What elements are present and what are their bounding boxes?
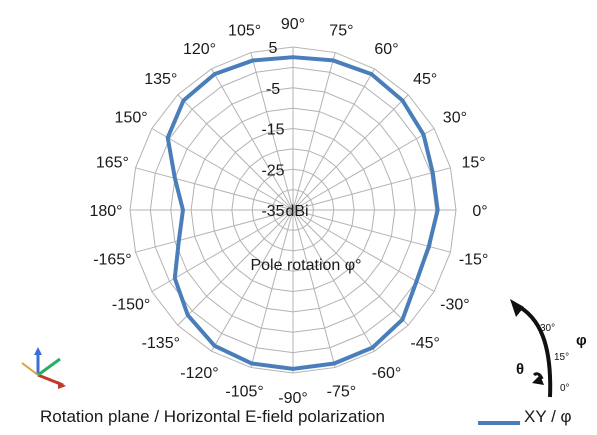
angle-tick-label: 0° [472, 203, 487, 220]
grid-spoke [211, 68, 294, 211]
data-point [401, 99, 404, 102]
data-point [427, 244, 431, 248]
data-point [173, 176, 177, 180]
data-point [251, 58, 255, 62]
angle-tick-label: -165° [93, 251, 131, 268]
data-point [250, 362, 254, 366]
radial-tick-label: 5 [269, 40, 278, 57]
grid-spoke [250, 52, 294, 211]
phi-label: φ [576, 332, 587, 349]
angle-tick-label: -105° [225, 384, 263, 401]
angle-tick-label: -90° [278, 390, 308, 407]
grid-spoke [135, 167, 294, 211]
angle-tick-label: -45° [410, 335, 440, 352]
angle-tick-label: 150° [115, 110, 148, 127]
grid-spoke [177, 94, 294, 211]
data-point [415, 279, 419, 283]
angle-tick-label: -60° [372, 365, 402, 382]
grid-spoke [292, 209, 409, 326]
angle-tick-label: 45° [413, 71, 437, 88]
grid-spoke [151, 209, 294, 292]
angle-tick-label: 120° [183, 41, 216, 58]
data-point [331, 58, 335, 62]
angle-tick-label: -120° [180, 365, 218, 382]
data-point [177, 239, 181, 243]
grid-spoke [292, 94, 409, 211]
angle-tick-label: 165° [96, 155, 129, 172]
data-point [401, 318, 404, 321]
angle-tick-label: 90° [281, 16, 305, 33]
rotation-inset: θ φ 30° 15° 0° [510, 299, 587, 398]
data-point [422, 133, 426, 137]
grid-spoke [177, 209, 294, 326]
radial-tick-label: -5 [266, 81, 280, 98]
inset-tick-15: 15° [554, 352, 569, 363]
angle-tick-label: -135° [142, 335, 180, 352]
axes-orientation-icon [21, 347, 66, 389]
theta-label: θ [516, 361, 524, 378]
angle-tick-label: -150° [112, 297, 150, 314]
data-point [291, 55, 295, 59]
data-point [370, 346, 374, 350]
data-point [213, 344, 217, 348]
grid-spoke [292, 52, 336, 211]
angle-tick-label: 60° [374, 41, 398, 58]
angle-tick-label: 15° [461, 155, 485, 172]
radial-tick-label: -25 [261, 162, 284, 179]
grid-spoke [292, 128, 435, 211]
data-point [436, 208, 440, 212]
grid-spoke [292, 209, 435, 292]
angle-tick-label: -75° [327, 384, 357, 401]
grid-spoke [250, 209, 294, 368]
unit-label: dBi [285, 203, 308, 220]
grid-spoke [292, 167, 451, 211]
series-layer [165, 55, 440, 371]
data-point [369, 72, 373, 76]
grid-spoke [151, 128, 294, 211]
data-point [186, 313, 190, 317]
radial-tick-labels: 5 -5 -15 -25 -35 [261, 40, 284, 220]
data-point [181, 208, 185, 212]
radial-tick-label: -15 [261, 122, 284, 139]
data-point [213, 72, 217, 76]
grid-spoke [292, 68, 375, 211]
angle-tick-label: 30° [443, 110, 467, 127]
data-point [332, 362, 336, 366]
data-point [431, 171, 435, 175]
angle-tick-label: -15° [459, 251, 489, 268]
angle-tick-label: 105° [228, 22, 261, 39]
grid-spoke [292, 209, 375, 352]
grid-spoke [292, 209, 336, 368]
angle-tick-label: 75° [329, 22, 353, 39]
grid-spoke [292, 209, 451, 253]
inset-tick-30: 30° [540, 323, 555, 334]
grid-spoke [211, 209, 294, 352]
legend-label: XY / φ [524, 407, 572, 426]
angle-tick-label: 180° [89, 203, 122, 220]
angle-tick-label: 135° [144, 71, 177, 88]
plane-caption: Rotation plane / Horizontal E-field pola… [40, 407, 385, 426]
angle-tick-labels: 90° 75° 60° 45° 30° 15° 0° -15° -30° -45° -60° -75°… [89, 16, 488, 407]
data-point [173, 276, 177, 280]
radial-tick-label: -35 [261, 203, 284, 220]
data-point [166, 136, 170, 140]
angle-axis-title: Pole rotation φ° [250, 257, 361, 274]
data-point [291, 367, 295, 371]
angle-tick-label: -30° [440, 297, 470, 314]
grid-spoke [135, 209, 294, 253]
inset-tick-0: 0° [560, 383, 570, 394]
data-point [182, 99, 185, 102]
